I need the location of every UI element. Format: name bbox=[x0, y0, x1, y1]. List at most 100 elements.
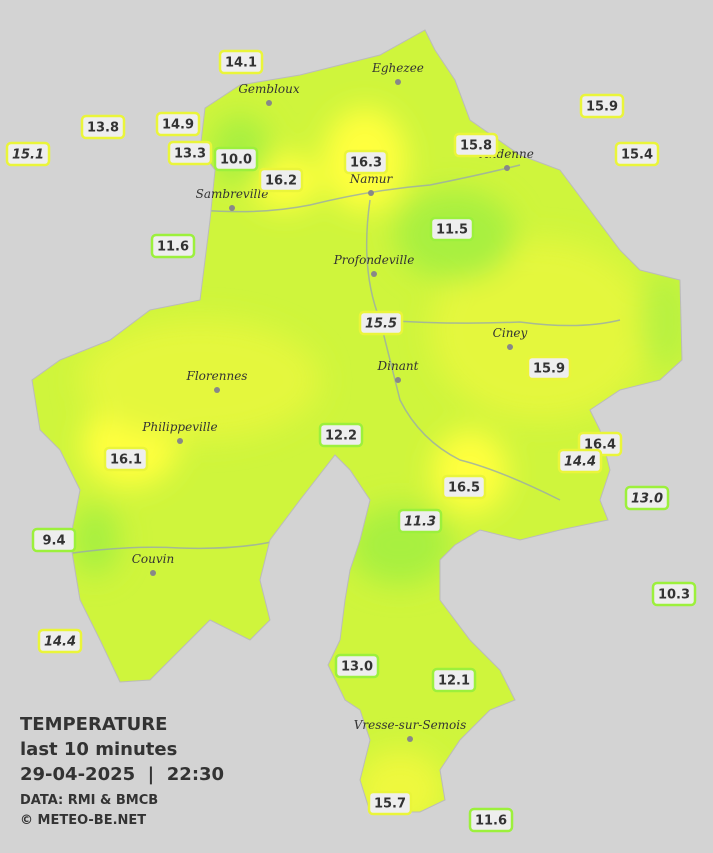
station: 13.3 bbox=[167, 140, 213, 166]
station-box bbox=[557, 448, 603, 474]
station-value: 15.8 bbox=[460, 139, 492, 154]
legend-source: DATA: RMI & BMCB bbox=[20, 793, 158, 808]
legend-title: TEMPERATURE bbox=[20, 714, 167, 735]
station-value: 16.5 bbox=[448, 481, 480, 496]
station-box bbox=[5, 141, 51, 167]
city-label: Ciney bbox=[493, 326, 528, 340]
city-label: Profondeville bbox=[333, 253, 415, 267]
station: 15.8 bbox=[453, 132, 499, 158]
station-value: 15.1 bbox=[12, 148, 44, 163]
city-dot bbox=[266, 100, 272, 106]
station: 10.3 bbox=[651, 581, 697, 607]
city-label: Eghezee bbox=[371, 61, 424, 75]
station-value: 12.1 bbox=[438, 674, 470, 689]
station-value: 15.4 bbox=[621, 148, 653, 163]
station: 16.1 bbox=[103, 446, 149, 472]
station-value: 11.5 bbox=[436, 223, 468, 238]
station-box bbox=[343, 149, 389, 175]
station-box bbox=[334, 653, 380, 679]
station-box bbox=[579, 93, 625, 119]
station-box bbox=[526, 355, 572, 381]
station-value: 12.2 bbox=[325, 429, 357, 444]
station: 15.9 bbox=[526, 355, 572, 381]
station: 15.7 bbox=[367, 790, 413, 816]
station-value: 14.9 bbox=[162, 118, 194, 133]
station-box bbox=[367, 790, 413, 816]
station-box bbox=[258, 167, 304, 193]
station-box bbox=[213, 146, 259, 172]
station-box bbox=[624, 485, 670, 511]
station-box bbox=[441, 474, 487, 500]
station-box bbox=[167, 140, 213, 166]
legend-copyright: © METEO-BE.NET bbox=[20, 813, 146, 828]
station-box bbox=[468, 807, 514, 833]
station: 12.2 bbox=[318, 422, 364, 448]
station: 13.0 bbox=[624, 485, 670, 511]
station-box bbox=[397, 508, 443, 534]
city-dot bbox=[214, 387, 220, 393]
station: 15.5 bbox=[358, 310, 404, 336]
station-box bbox=[431, 667, 477, 693]
station-box bbox=[614, 141, 660, 167]
city-label: Vresse-sur-Semois bbox=[354, 718, 467, 732]
station-value: 13.8 bbox=[87, 121, 119, 136]
station-value: 15.9 bbox=[586, 100, 618, 115]
city-dot bbox=[229, 205, 235, 211]
station-value: 13.3 bbox=[174, 147, 206, 162]
city-dot bbox=[395, 377, 401, 383]
city-label: Philippeville bbox=[141, 420, 217, 434]
station: 15.1 bbox=[5, 141, 51, 167]
city-label: Gembloux bbox=[238, 82, 300, 96]
city-label: Florennes bbox=[186, 369, 248, 383]
station: 11.6 bbox=[150, 233, 196, 259]
station-value: 15.9 bbox=[533, 362, 565, 377]
legend-period: last 10 minutes bbox=[20, 739, 177, 760]
stations: 14.1 13.8 14.9 15.1 13.3 10.0 16.3 16.2 15.8 15.9… bbox=[5, 49, 697, 833]
station-value: 11.6 bbox=[475, 814, 507, 829]
station: 11.3 bbox=[397, 508, 443, 534]
city-dot bbox=[177, 438, 183, 444]
station: 9.4 bbox=[31, 527, 77, 553]
station-value: 15.7 bbox=[374, 797, 406, 812]
city-dot bbox=[150, 570, 156, 576]
station-value: 14.4 bbox=[44, 635, 76, 650]
city-dot bbox=[507, 344, 513, 350]
station-box bbox=[155, 111, 201, 137]
station: 13.0 bbox=[334, 653, 380, 679]
city-dot bbox=[407, 736, 413, 742]
station-box bbox=[453, 132, 499, 158]
station-box bbox=[150, 233, 196, 259]
station-value: 13.0 bbox=[341, 660, 373, 675]
city-dot bbox=[371, 271, 377, 277]
station: 14.4 bbox=[557, 448, 603, 474]
cities: EghezeeGemblouxAndenneNamurSambrevillePr… bbox=[132, 61, 534, 742]
station-value: 14.1 bbox=[225, 56, 257, 71]
station-box bbox=[218, 49, 264, 75]
station-box bbox=[80, 114, 126, 140]
station: 11.5 bbox=[429, 216, 475, 242]
station: 16.2 bbox=[258, 167, 304, 193]
station-value: 15.5 bbox=[365, 317, 397, 332]
city-label: Couvin bbox=[132, 552, 174, 566]
station-box bbox=[429, 216, 475, 242]
city-label: Sambreville bbox=[196, 187, 269, 201]
city-dot bbox=[504, 165, 510, 171]
station-value: 13.0 bbox=[631, 492, 663, 507]
station: 16.3 bbox=[343, 149, 389, 175]
station: 13.8 bbox=[80, 114, 126, 140]
station: 14.4 bbox=[37, 628, 83, 654]
legend: TEMPERATURE last 10 minutes 29-04-2025 |… bbox=[20, 714, 224, 828]
station-box bbox=[31, 527, 77, 553]
city-dot bbox=[368, 190, 374, 196]
station: 14.1 bbox=[218, 49, 264, 75]
station: 16.5 bbox=[441, 474, 487, 500]
station-value: 16.1 bbox=[110, 453, 142, 468]
station: 11.6 bbox=[468, 807, 514, 833]
station-value: 11.3 bbox=[404, 515, 436, 530]
station-value: 16.3 bbox=[350, 156, 382, 171]
station-value: 14.4 bbox=[564, 455, 596, 470]
station-box bbox=[651, 581, 697, 607]
station-value: 9.4 bbox=[42, 534, 65, 549]
station-value: 10.3 bbox=[658, 588, 690, 603]
